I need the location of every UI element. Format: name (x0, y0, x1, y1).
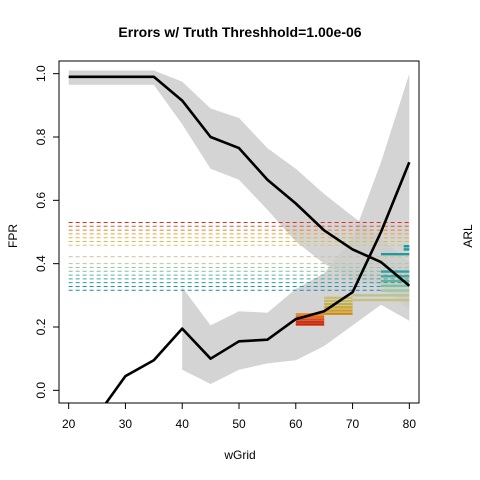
y-tick-label-0.6: 0.6 (34, 192, 48, 209)
x-tick-label-50: 50 (232, 417, 246, 431)
x-tick-label-20: 20 (62, 417, 76, 431)
y-tick-label-0.2: 0.2 (34, 318, 48, 335)
reference-lines-group (68, 222, 410, 291)
fpr-series-line (68, 75, 411, 287)
x-tick-label-30: 30 (119, 417, 133, 431)
arl-series-line (104, 161, 411, 403)
fpr-line-group (68, 75, 411, 287)
y-tick-label-0.8: 0.8 (34, 128, 48, 145)
axes: 20 30 40 50 60 70 80 0.0 0.2 0.4 0.6 0.8 1.0 (34, 60, 420, 431)
fpr-band-group (68, 70, 410, 310)
chart-title: Errors w/ Truth Threshhold=1.00e-06 (118, 24, 361, 40)
y-axis-label-left: FPR (6, 224, 20, 248)
arl-line-group (104, 161, 411, 403)
x-axis-label: wGrid (223, 448, 255, 462)
x-tick-label-70: 70 (346, 417, 360, 431)
x-tick-label-40: 40 (176, 417, 190, 431)
x-tick-label-80: 80 (403, 417, 417, 431)
y-axis-label-right: ARL (461, 224, 475, 248)
y-tick-label-0.4: 0.4 (34, 255, 48, 272)
y-tick-label-1.0: 1.0 (34, 65, 48, 82)
fpr-confidence-band (68, 70, 410, 310)
plot-area (68, 70, 411, 403)
x-tick-label-60: 60 (289, 417, 303, 431)
y-tick-label-0.0: 0.0 (34, 382, 48, 399)
